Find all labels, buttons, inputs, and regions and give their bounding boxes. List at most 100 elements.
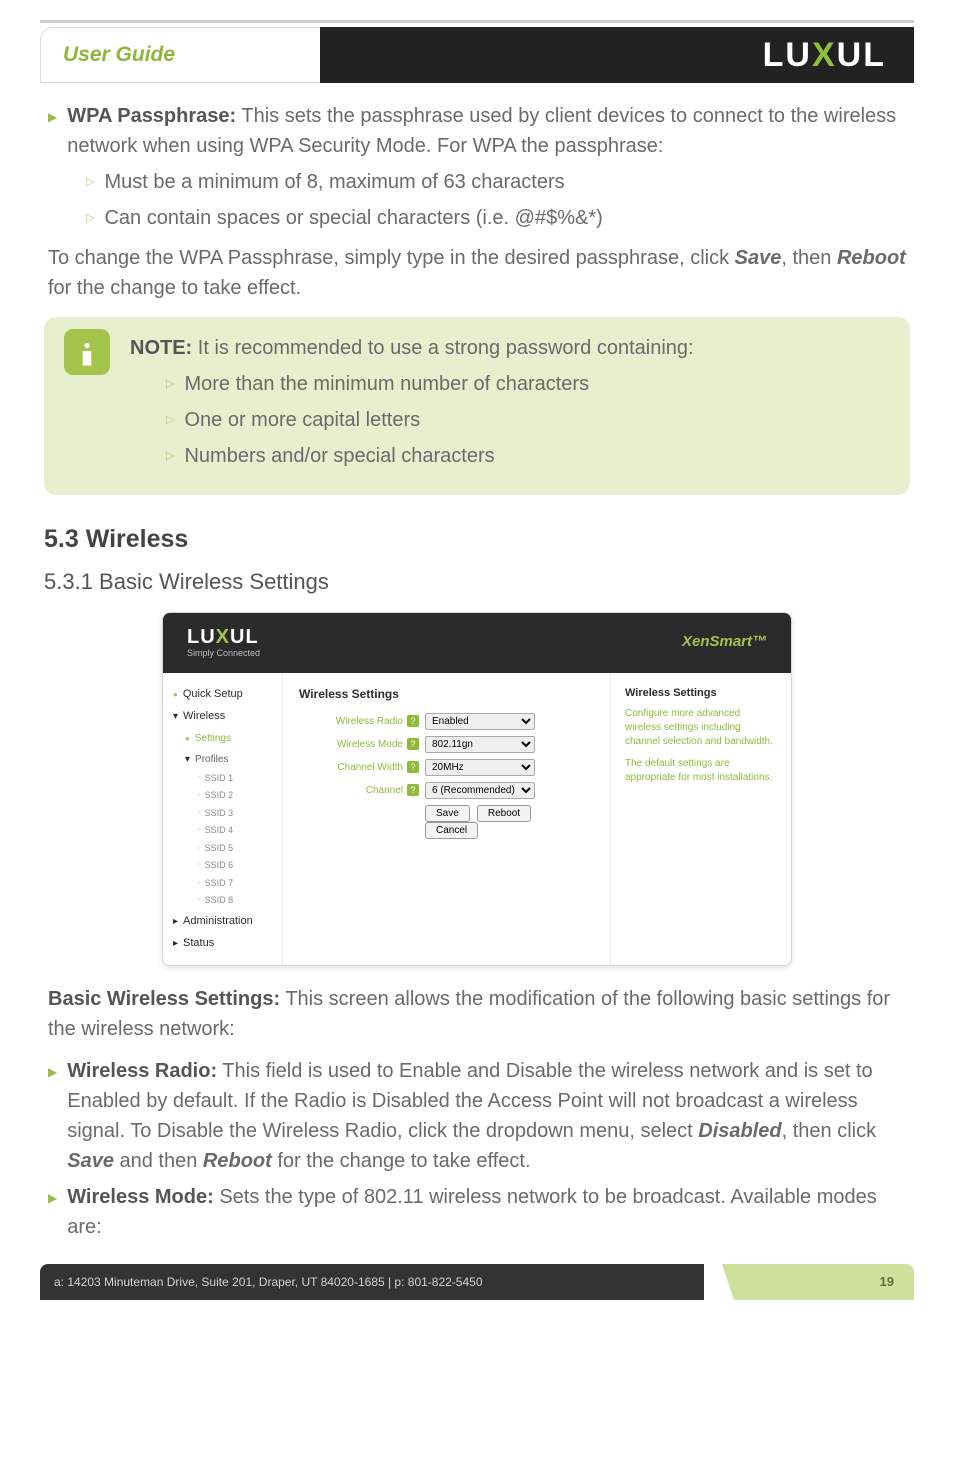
radio-save: Save xyxy=(67,1150,114,1172)
select-channel-width[interactable]: 20MHz xyxy=(425,759,535,776)
panel-title: Wireless Settings xyxy=(299,685,594,703)
nav-wireless[interactable]: Wireless xyxy=(171,705,274,728)
bws-label: Basic Wireless Settings: xyxy=(48,988,280,1010)
ss-main: Wireless Settings Wireless Radio? Enable… xyxy=(283,673,611,965)
note-sublist: ▷ More than the minimum number of charac… xyxy=(166,369,886,471)
label-channel-width: Channel Width? xyxy=(299,760,419,775)
subsection-heading: 5.3.1 Basic Wireless Settings xyxy=(44,565,910,598)
help-icon[interactable]: ? xyxy=(407,738,419,750)
nav-ssid[interactable]: SSID 3 xyxy=(171,805,274,823)
nav-ssid[interactable]: SSID 4 xyxy=(171,822,274,840)
nav-ssid[interactable]: SSID 2 xyxy=(171,787,274,805)
radio-mid2: and then xyxy=(114,1150,203,1172)
section-heading: 5.3 Wireless xyxy=(44,521,910,559)
note-i1: More than the minimum number of characte… xyxy=(184,369,589,399)
select-wireless-radio[interactable]: Enabled xyxy=(425,713,535,730)
screenshot-wrap: LUXUL Simply Connected XenSmart™ Quick S… xyxy=(44,612,910,966)
change-save: Save xyxy=(735,247,782,269)
radio-label: Wireless Radio: xyxy=(67,1060,217,1082)
aside-title: Wireless Settings xyxy=(625,685,777,702)
note-item-2: ▷ One or more capital letters xyxy=(166,405,886,435)
nav-administration[interactable]: Administration xyxy=(171,910,274,933)
nav-profiles[interactable]: Profiles xyxy=(171,749,274,770)
aside-p2: The default settings are appropriate for… xyxy=(625,757,777,785)
wpa-passphrase-bullet: ▶ WPA Passphrase: This sets the passphra… xyxy=(48,101,910,161)
triangle-open-icon: ▷ xyxy=(166,448,174,465)
ss-model: XenSmart™ xyxy=(682,631,767,654)
nav-ssid[interactable]: SSID 7 xyxy=(171,875,274,893)
select-channel[interactable]: 6 (Recommended) xyxy=(425,782,535,799)
ss-aside: Wireless Settings Configure more advance… xyxy=(611,673,791,965)
footer-address: a: 14203 Minuteman Drive, Suite 201, Dra… xyxy=(40,1264,704,1300)
change-pre: To change the WPA Passphrase, simply typ… xyxy=(48,247,735,269)
wpa-text: WPA Passphrase: This sets the passphrase… xyxy=(67,101,910,161)
mode-label: Wireless Mode: xyxy=(67,1186,214,1208)
nav-ssid[interactable]: SSID 8 xyxy=(171,892,274,910)
radio-disabled: Disabled xyxy=(698,1120,781,1142)
note-line: NOTE: It is recommended to use a strong … xyxy=(130,333,886,363)
note-i2: One or more capital letters xyxy=(184,405,420,435)
triangle-icon: ▶ xyxy=(48,1189,57,1207)
wpa-sub-1: ▷ Must be a minimum of 8, maximum of 63 … xyxy=(86,167,910,197)
aside-p1: Configure more advanced wireless setting… xyxy=(625,707,777,749)
triangle-open-icon: ▷ xyxy=(166,412,174,429)
change-reboot: Reboot xyxy=(837,247,906,269)
change-mid: , then xyxy=(781,247,837,269)
brand-logo: LUXUL xyxy=(763,30,886,81)
label-wireless-mode: Wireless Mode? xyxy=(299,737,419,752)
ss-brand: LUXUL Simply Connected xyxy=(187,627,260,658)
brand-pre: LU xyxy=(763,36,812,74)
label-channel: Channel? xyxy=(299,783,419,798)
note-item-3: ▷ Numbers and/or special characters xyxy=(166,441,886,471)
header-left: User Guide xyxy=(40,27,320,83)
ss-header: LUXUL Simply Connected XenSmart™ xyxy=(163,613,791,673)
note-item-1: ▷ More than the minimum number of charac… xyxy=(166,369,886,399)
reboot-button[interactable]: Reboot xyxy=(477,805,531,822)
change-post: for the change to take effect. xyxy=(48,277,301,299)
nav-quick-setup[interactable]: Quick Setup xyxy=(171,683,274,706)
brand-x-glyph: X xyxy=(812,36,837,74)
help-icon[interactable]: ? xyxy=(407,761,419,773)
triangle-open-icon: ▷ xyxy=(86,174,94,191)
save-button[interactable]: Save xyxy=(425,805,470,822)
triangle-icon: ▶ xyxy=(48,108,57,126)
help-icon[interactable]: ? xyxy=(407,715,419,727)
triangle-open-icon: ▷ xyxy=(86,210,94,227)
nav-status[interactable]: Status xyxy=(171,932,274,955)
radio-reboot: Reboot xyxy=(203,1150,272,1172)
cancel-button[interactable]: Cancel xyxy=(425,822,478,839)
footer: a: 14203 Minuteman Drive, Suite 201, Dra… xyxy=(40,1264,914,1300)
form-buttons: Save Reboot Cancel xyxy=(425,805,594,839)
wireless-mode-bullet: ▶ Wireless Mode: Sets the type of 802.11… xyxy=(48,1182,910,1242)
triangle-icon: ▶ xyxy=(48,1063,57,1081)
basic-wireless-settings-paragraph: Basic Wireless Settings: This screen all… xyxy=(48,984,910,1044)
nav-settings[interactable]: Settings xyxy=(171,728,274,749)
select-wireless-mode[interactable]: 802.11gn xyxy=(425,736,535,753)
row-wireless-radio: Wireless Radio? Enabled xyxy=(299,713,594,730)
change-paragraph: To change the WPA Passphrase, simply typ… xyxy=(48,243,910,303)
ss-brand-tag: Simply Connected xyxy=(187,649,260,658)
row-channel-width: Channel Width? 20MHz xyxy=(299,759,594,776)
row-channel: Channel? 6 (Recommended) xyxy=(299,782,594,799)
wpa-sub2-text: Can contain spaces or special characters… xyxy=(104,203,602,233)
wpa-sub-2: ▷ Can contain spaces or special characte… xyxy=(86,203,910,233)
header-user-guide: User Guide xyxy=(63,39,175,71)
note-box: ●█ NOTE: It is recommended to use a stro… xyxy=(44,317,910,495)
wpa-sub1-text: Must be a minimum of 8, maximum of 63 ch… xyxy=(104,167,564,197)
row-wireless-mode: Wireless Mode? 802.11gn xyxy=(299,736,594,753)
ss-body: Quick Setup Wireless Settings Profiles S… xyxy=(163,673,791,965)
note-i3: Numbers and/or special characters xyxy=(184,441,494,471)
nav-ssid[interactable]: SSID 5 xyxy=(171,840,274,858)
wireless-radio-text: Wireless Radio: This field is used to En… xyxy=(67,1056,910,1176)
help-icon[interactable]: ? xyxy=(407,784,419,796)
radio-post: for the change to take effect. xyxy=(272,1150,531,1172)
doc-header: User Guide LUXUL xyxy=(40,27,914,83)
note-text: It is recommended to use a strong passwo… xyxy=(192,337,693,359)
ss-nav: Quick Setup Wireless Settings Profiles S… xyxy=(163,673,283,965)
nav-ssid[interactable]: SSID 6 xyxy=(171,857,274,875)
footer-page: 19 xyxy=(734,1264,914,1300)
wireless-radio-bullet: ▶ Wireless Radio: This field is used to … xyxy=(48,1056,910,1176)
nav-ssid[interactable]: SSID 1 xyxy=(171,770,274,788)
wpa-sublist: ▷ Must be a minimum of 8, maximum of 63 … xyxy=(86,167,910,233)
note-label: NOTE: xyxy=(130,337,192,359)
